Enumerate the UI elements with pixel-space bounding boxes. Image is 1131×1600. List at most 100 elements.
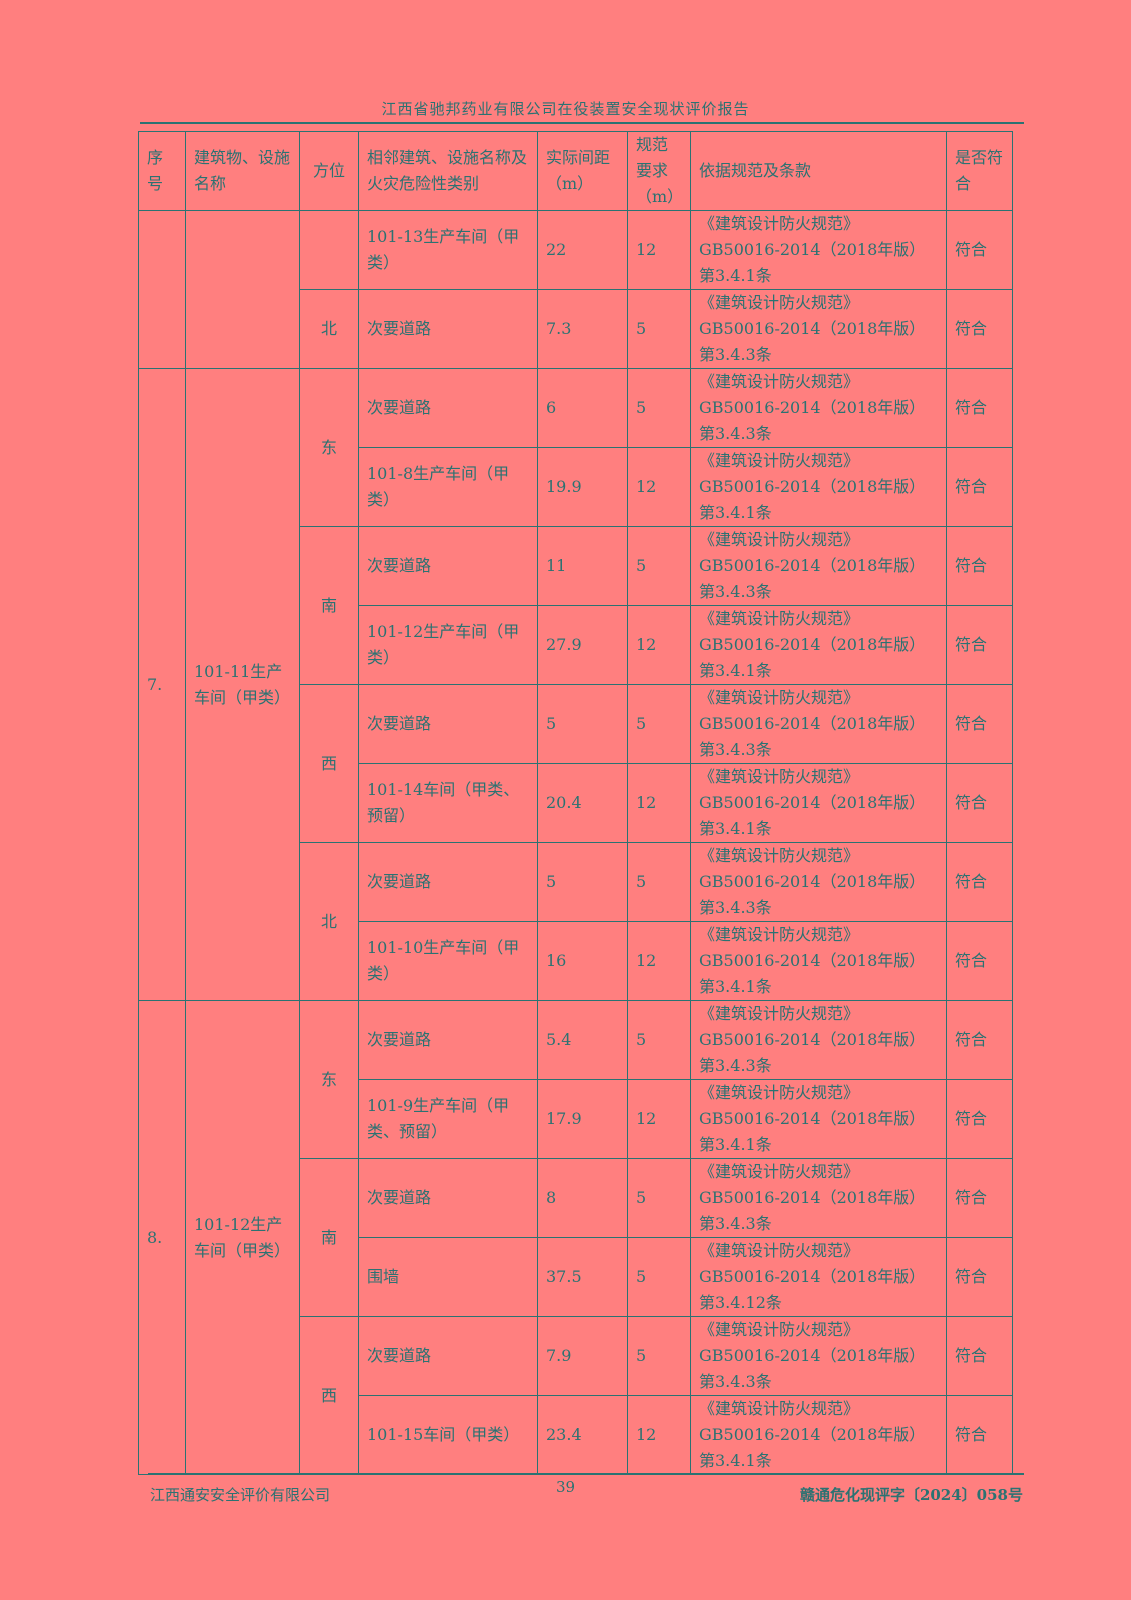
table-row: 7. 101-11生产车间（甲类）东次要道路 6 5 《建筑设计防火规范》GB50016… (138, 368, 1013, 1001)
code-basis: 《建筑设计防火规范》GB50016-2014（2018年版）第3.4.1条 (690, 1079, 947, 1159)
actual-distance: 5 (537, 842, 628, 922)
adjacent-building: 101-9生产车间（甲类、预留） (358, 1079, 538, 1159)
footer-company: 江西通安安全评价有限公司 (150, 1486, 331, 1504)
building-name: 101-12生产车间（甲类） (185, 1000, 300, 1475)
compliance-result: 符合 (946, 842, 1013, 922)
actual-distance: 6 (537, 368, 628, 448)
direction: 南 (299, 526, 359, 685)
table-row: 南次要道路 8 5 《建筑设计防火规范》GB50016-2014（2018年版）第3.… (139, 1158, 1013, 1317)
adjacent-building: 101-12生产车间（甲类） (358, 605, 538, 685)
compliance-result: 符合 (946, 289, 1013, 369)
table-row: 北次要道路 7.3 5 《建筑设计防火规范》GB50016-2014（2018年版）第… (139, 289, 1013, 369)
footer-divider (148, 1473, 1024, 1475)
direction: 东 (299, 368, 359, 527)
col-header-direction: 方位 (299, 131, 359, 211)
code-basis: 《建筑设计防火规范》GB50016-2014（2018年版）第3.4.1条 (690, 921, 947, 1001)
required-distance: 12 (627, 1079, 691, 1159)
compliance-result: 符合 (946, 1000, 1013, 1080)
required-distance: 5 (627, 1237, 691, 1317)
code-basis: 《建筑设计防火规范》GB50016-2014（2018年版）第3.4.3条 (690, 1158, 947, 1238)
row-number (138, 210, 186, 369)
actual-distance: 20.4 (537, 763, 628, 843)
adjacent-building: 101-13生产车间（甲类） (358, 210, 538, 290)
actual-distance: 5.4 (537, 1000, 628, 1080)
required-distance: 12 (627, 921, 691, 1001)
compliance-result: 符合 (946, 605, 1013, 685)
compliance-result: 符合 (946, 1316, 1013, 1396)
col-header-adjacent: 相邻建筑、设施名称及火灾危险性类别 (358, 131, 538, 211)
compliance-result: 符合 (946, 684, 1013, 764)
required-distance: 12 (627, 447, 691, 527)
table-row: 101-9生产车间（甲类、预留） 17.9 12 《建筑设计防火规范》GB50016-… (139, 1079, 1013, 1159)
actual-distance: 16 (537, 921, 628, 1001)
actual-distance: 27.9 (537, 605, 628, 685)
adjacent-building: 次要道路 (358, 1000, 538, 1080)
table-row: 101-10生产车间（甲类） 16 12 《建筑设计防火规范》GB50016-2014… (139, 921, 1013, 1001)
direction: 南 (299, 1158, 359, 1317)
spacing-table: 序号 建筑物、设施名称 方位 相邻建筑、设施名称及火灾危险性类别 实际间距（m）… (138, 131, 1013, 1475)
code-basis: 《建筑设计防火规范》GB50016-2014（2018年版）第3.4.3条 (690, 842, 947, 922)
adjacent-building: 101-10生产车间（甲类） (358, 921, 538, 1001)
direction: 东 (299, 1000, 359, 1159)
adjacent-building: 101-15车间（甲类） (358, 1395, 538, 1475)
required-distance: 12 (627, 1395, 691, 1475)
code-basis: 《建筑设计防火规范》GB50016-2014（2018年版）第3.4.1条 (690, 447, 947, 527)
code-basis: 《建筑设计防火规范》GB50016-2014（2018年版）第3.4.1条 (690, 763, 947, 843)
row-number: 7. (138, 368, 186, 1001)
adjacent-building: 次要道路 (358, 526, 538, 606)
compliance-result: 符合 (946, 526, 1013, 606)
code-basis: 《建筑设计防火规范》GB50016-2014（2018年版）第3.4.3条 (690, 526, 947, 606)
table-row: 101-13生产车间（甲类） 22 12 《建筑设计防火规范》GB50016-2014… (138, 210, 1013, 369)
direction: 西 (299, 684, 359, 843)
document-number: 赣通危化现评字〔2024〕058号 (799, 1486, 1023, 1504)
header-divider (140, 122, 1024, 124)
direction: 西 (299, 1316, 359, 1475)
adjacent-building: 次要道路 (358, 1316, 538, 1396)
code-basis: 《建筑设计防火规范》GB50016-2014（2018年版）第3.4.3条 (690, 1316, 947, 1396)
code-basis: 《建筑设计防火规范》GB50016-2014（2018年版）第3.4.3条 (690, 289, 947, 369)
actual-distance: 5 (537, 684, 628, 764)
compliance-result: 符合 (946, 1079, 1013, 1159)
required-distance: 5 (627, 1158, 691, 1238)
table-row: 西次要道路 7.9 5 《建筑设计防火规范》GB50016-2014（2018年版）第… (139, 1316, 1013, 1475)
table-row: 101-15车间（甲类） 23.4 12 《建筑设计防火规范》GB50016-2014… (139, 1395, 1013, 1475)
actual-distance: 23.4 (537, 1395, 628, 1475)
actual-distance: 11 (537, 526, 628, 606)
adjacent-building: 次要道路 (358, 289, 538, 369)
page-header-title: 江西省驰邦药业有限公司在役装置安全现状评价报告 (381, 100, 750, 118)
table-row: 围墙 37.5 5 《建筑设计防火规范》GB50016-2014（2018年版）第3.… (139, 1237, 1013, 1317)
col-header-no: 序号 (138, 131, 186, 211)
actual-distance: 17.9 (537, 1079, 628, 1159)
page-number: 39 (555, 1478, 576, 1496)
actual-distance: 19.9 (537, 447, 628, 527)
actual-distance: 7.3 (537, 289, 628, 369)
compliance-result: 符合 (946, 763, 1013, 843)
adjacent-building: 次要道路 (358, 684, 538, 764)
code-basis: 《建筑设计防火规范》GB50016-2014（2018年版）第3.4.1条 (690, 1395, 947, 1475)
col-header-basis: 依据规范及条款 (690, 131, 947, 211)
adjacent-building: 围墙 (358, 1237, 538, 1317)
required-distance: 5 (627, 1316, 691, 1396)
building-name: 101-11生产车间（甲类） (185, 368, 300, 1001)
actual-distance: 37.5 (537, 1237, 628, 1317)
table-row: 西次要道路 5 5 《建筑设计防火规范》GB50016-2014（2018年版）第3.… (139, 684, 1013, 843)
required-distance: 12 (627, 210, 691, 290)
required-distance: 12 (627, 763, 691, 843)
col-header-required: 规范要求（m） (627, 131, 691, 211)
adjacent-building: 次要道路 (358, 842, 538, 922)
code-basis: 《建筑设计防火规范》GB50016-2014（2018年版）第3.4.3条 (690, 1000, 947, 1080)
compliance-result: 符合 (946, 1395, 1013, 1475)
col-header-building: 建筑物、设施名称 (185, 131, 300, 211)
table-row: 101-14车间（甲类、预留） 20.4 12 《建筑设计防火规范》GB50016-2… (139, 763, 1013, 843)
code-basis: 《建筑设计防火规范》GB50016-2014（2018年版）第3.4.3条 (690, 684, 947, 764)
required-distance: 5 (627, 289, 691, 369)
required-distance: 5 (627, 684, 691, 764)
col-header-result: 是否符合 (946, 131, 1013, 211)
building-name (185, 210, 300, 369)
table-header-row: 序号 建筑物、设施名称 方位 相邻建筑、设施名称及火灾危险性类别 实际间距（m）… (138, 131, 1013, 211)
col-header-actual: 实际间距（m） (537, 131, 628, 211)
row-number: 8. (138, 1000, 186, 1475)
required-distance: 5 (627, 842, 691, 922)
compliance-result: 符合 (946, 1237, 1013, 1317)
adjacent-building: 次要道路 (358, 368, 538, 448)
